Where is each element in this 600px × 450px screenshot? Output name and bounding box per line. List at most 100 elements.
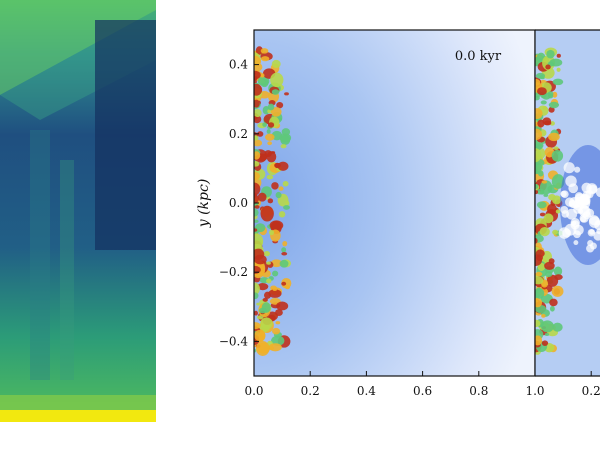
x-tick-label: 1.0	[525, 384, 544, 398]
y-tick-label: 0.4	[229, 58, 248, 72]
gas-clump	[254, 135, 259, 141]
gas-clump	[556, 67, 561, 72]
gas-clump	[555, 209, 561, 214]
gas-clump	[279, 133, 292, 143]
gas-clump	[536, 254, 543, 261]
x-tick-label: 0.6	[413, 384, 432, 398]
y-tick-label: 0.0	[229, 196, 248, 210]
gas-clump	[281, 247, 287, 253]
gas-clump	[276, 301, 289, 311]
gas-clump	[535, 288, 545, 299]
gas-clump	[535, 183, 539, 189]
bubble-cavity	[589, 242, 597, 250]
gas-clump	[254, 192, 257, 198]
gas-clump	[541, 313, 546, 318]
gas-clump	[553, 266, 563, 277]
gas-clumps-right	[535, 47, 600, 355]
gas-clump	[535, 276, 544, 285]
gas-clump	[256, 302, 261, 306]
bubble-cavity	[574, 166, 581, 173]
gas-clump	[552, 229, 559, 235]
gas-clump	[540, 190, 545, 195]
left-simulation-panel	[0, 0, 156, 450]
gas-clumps-left	[254, 46, 292, 356]
gas-clump	[277, 161, 289, 171]
gas-clump	[535, 128, 543, 141]
x-tick-label: 0.2	[301, 384, 320, 398]
gas-clump	[281, 278, 292, 289]
gas-clump	[278, 186, 284, 191]
gas-clump	[267, 122, 275, 128]
gas-clump	[282, 180, 289, 187]
gas-clump	[536, 201, 547, 209]
gas-clump	[254, 292, 259, 300]
gas-clump	[271, 182, 279, 190]
gas-clump	[537, 87, 547, 96]
gas-clump	[551, 174, 565, 189]
gas-clump	[263, 250, 270, 257]
gas-clump	[260, 73, 265, 78]
gas-clump	[254, 219, 259, 223]
gas-clump	[535, 162, 543, 172]
plot-area	[253, 29, 536, 377]
gas-clump	[254, 182, 261, 196]
bubble-cavity	[593, 231, 600, 241]
gas-clump	[285, 200, 290, 206]
gas-clump	[547, 203, 557, 215]
gas-clump	[271, 59, 281, 69]
gas-clump	[543, 193, 549, 197]
gas-clump	[549, 298, 558, 307]
gas-clump	[257, 131, 264, 137]
bubble-cavity	[589, 229, 595, 235]
gas-clump	[254, 70, 261, 80]
gas-clump	[257, 192, 267, 202]
gas-clump	[254, 83, 263, 96]
right-plot-area	[534, 29, 600, 377]
gas-clump	[254, 139, 263, 147]
bubble-cavity	[571, 220, 577, 226]
gas-clump	[551, 285, 564, 297]
gas-clump	[274, 162, 281, 168]
gas-clump	[260, 205, 274, 222]
gas-clump	[257, 283, 269, 291]
bubble-cavity	[562, 228, 572, 238]
gas-clump	[267, 141, 272, 146]
gas-clump	[257, 76, 270, 86]
gas-clump	[254, 248, 265, 260]
gas-clump	[545, 64, 551, 70]
gas-clump	[548, 101, 560, 109]
gas-clump	[271, 89, 280, 95]
gas-clump	[268, 229, 275, 236]
x-tick-label: 0.8	[469, 384, 488, 398]
gas-clump	[266, 174, 274, 180]
gas-clump	[546, 274, 559, 287]
gas-clump	[552, 322, 563, 332]
gas-clump	[541, 180, 548, 184]
gas-clump	[553, 146, 559, 150]
gas-clump	[254, 329, 266, 342]
gas-clump	[549, 305, 555, 312]
gas-clump	[537, 119, 545, 128]
gas-clump	[535, 108, 543, 120]
gas-clump	[535, 319, 541, 328]
gas-clump	[552, 78, 564, 86]
gas-clump	[552, 195, 562, 205]
gas-clump	[552, 91, 558, 98]
gas-clump	[535, 189, 539, 195]
gas-clump	[547, 91, 554, 97]
gas-clump	[262, 297, 268, 302]
gas-clump	[535, 148, 542, 163]
right-x-tick-label: 0.2	[582, 384, 600, 398]
gas-clump	[276, 101, 284, 109]
gas-clump	[538, 142, 544, 149]
gas-clump	[254, 228, 258, 232]
gas-clump	[262, 122, 267, 127]
gas-clump	[535, 72, 546, 79]
bubble-cavity	[573, 224, 584, 236]
gas-clump	[260, 317, 273, 330]
gas-clump	[255, 46, 263, 55]
gas-clump	[254, 310, 258, 316]
gas-clump	[260, 48, 269, 54]
bottom-yellow-stripe	[0, 410, 156, 422]
gas-clump	[266, 261, 271, 265]
